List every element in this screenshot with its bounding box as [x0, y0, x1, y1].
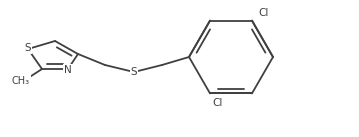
Text: Cl: Cl — [213, 98, 223, 108]
Text: CH₃: CH₃ — [12, 76, 30, 86]
Text: S: S — [131, 67, 137, 77]
Text: S: S — [25, 43, 31, 53]
Text: N: N — [64, 65, 72, 75]
Text: Cl: Cl — [259, 8, 269, 18]
